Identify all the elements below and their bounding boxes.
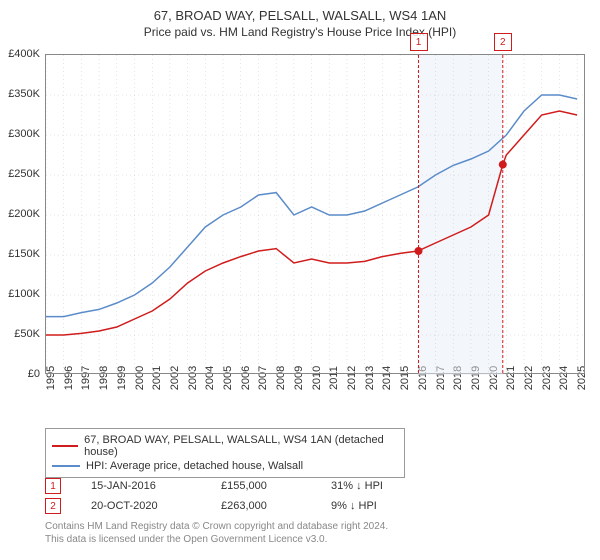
transaction-delta-2: 9% ↓ HPI [331, 500, 377, 512]
legend-label-hpi: HPI: Average price, detached house, Wals… [86, 460, 303, 472]
transaction-row-2: 2 20-OCT-2020 £263,000 9% ↓ HPI [45, 496, 585, 516]
series-svg [46, 55, 586, 375]
legend-row-price: 67, BROAD WAY, PELSALL, WALSALL, WS4 1AN… [52, 433, 398, 459]
marker-label: 1 [410, 33, 428, 51]
footer-line2: This data is licensed under the Open Gov… [45, 533, 388, 546]
marker-label: 2 [494, 33, 512, 51]
transaction-date-1: 15-JAN-2016 [91, 480, 191, 492]
footer-line1: Contains HM Land Registry data © Crown c… [45, 520, 388, 533]
transaction-row-1: 1 15-JAN-2016 £155,000 31% ↓ HPI [45, 476, 585, 496]
transaction-delta-1: 31% ↓ HPI [331, 480, 383, 492]
transaction-price-2: £263,000 [221, 500, 301, 512]
chart-title: 67, BROAD WAY, PELSALL, WALSALL, WS4 1AN [0, 0, 600, 23]
marker-badge-2: 2 [45, 498, 61, 514]
transaction-date-2: 20-OCT-2020 [91, 500, 191, 512]
legend-swatch-hpi [52, 465, 80, 467]
plot-area: 12 [45, 54, 585, 374]
legend-label-price: 67, BROAD WAY, PELSALL, WALSALL, WS4 1AN… [84, 434, 398, 458]
legend-swatch-price [52, 445, 78, 447]
transaction-table: 1 15-JAN-2016 £155,000 31% ↓ HPI 2 20-OC… [45, 476, 585, 516]
legend-row-hpi: HPI: Average price, detached house, Wals… [52, 459, 398, 473]
legend: 67, BROAD WAY, PELSALL, WALSALL, WS4 1AN… [45, 428, 405, 478]
marker-badge-1: 1 [45, 478, 61, 494]
transaction-price-1: £155,000 [221, 480, 301, 492]
chart-container: 67, BROAD WAY, PELSALL, WALSALL, WS4 1AN… [0, 0, 600, 560]
footer: Contains HM Land Registry data © Crown c… [45, 520, 388, 546]
